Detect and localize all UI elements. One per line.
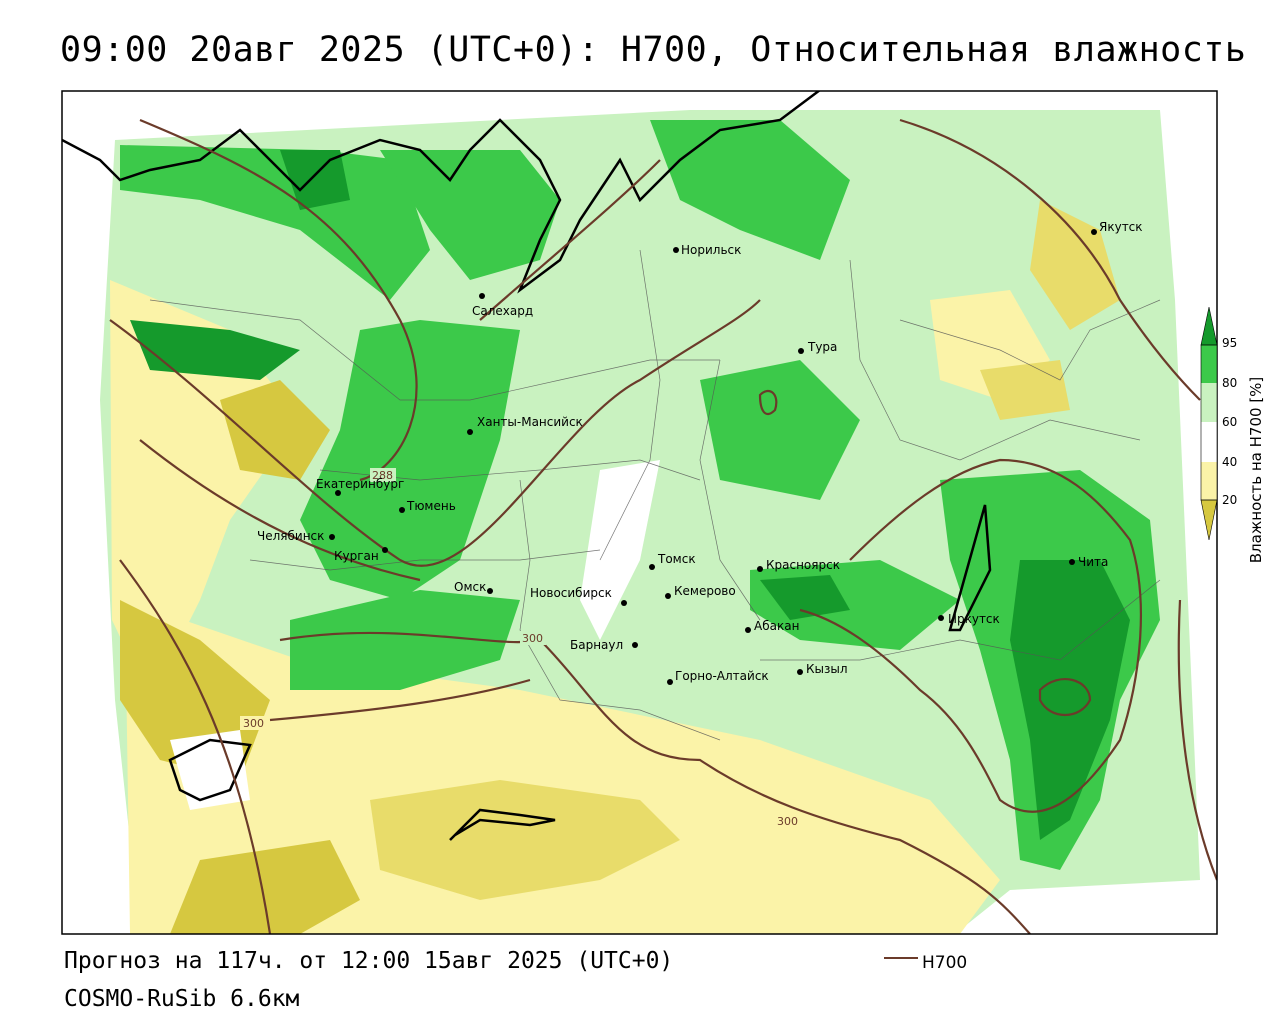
colorbar-title: Влажность на H700 [%] — [1247, 376, 1265, 564]
colorbar-tick-40: 40 — [1222, 455, 1238, 469]
city-barnaul: Барнаул — [570, 638, 638, 652]
svg-text:Иркутск: Иркутск — [948, 612, 1000, 626]
svg-text:Тура: Тура — [807, 340, 837, 354]
city-yekaterinburg: Екатеринбург — [316, 477, 404, 496]
h700-legend-line — [884, 957, 918, 959]
colorbar-tick-60: 60 — [1222, 415, 1238, 429]
very-dry-area-south — [370, 780, 680, 900]
colorbar-tick-20: 20 — [1222, 493, 1238, 507]
svg-text:Омск: Омск — [454, 580, 486, 594]
contour-label: 300 — [777, 815, 798, 828]
wet-area-ural-band — [300, 320, 520, 600]
neutral-area-central — [580, 460, 660, 640]
h700-contours — [109, 118, 1217, 934]
city-krasnoyarsk: Красноярск — [757, 558, 840, 572]
city-markers: Якутск Норильск Салехард Тура Ханты-Манс… — [257, 220, 1143, 685]
svg-text:Тюмень: Тюмень — [406, 499, 456, 513]
city-yakutsk: Якутск — [1091, 220, 1143, 235]
forecast-info: Прогноз на 117ч. от 12:00 15авг 2025 (UT… — [64, 948, 674, 974]
city-salekhard: Салехард — [472, 293, 533, 318]
dry-area-urals — [220, 380, 330, 480]
colorbar-band-wet — [1201, 383, 1217, 422]
wet-area-yamal — [380, 150, 560, 280]
city-khanty-mansiysk: Ханты-Мансийск — [467, 415, 583, 435]
region-borders — [149, 249, 1161, 741]
city-abakan: Абакан — [745, 619, 799, 633]
svg-text:Барнаул: Барнаул — [570, 638, 623, 652]
colorbar-band-dry — [1201, 462, 1217, 500]
contour-label: 300 — [522, 632, 543, 645]
svg-text:Кемерово: Кемерово — [674, 584, 736, 598]
city-tomsk: Томск — [649, 552, 696, 570]
colorbar-cap-bottom — [1201, 500, 1217, 540]
contour-label: 288 — [372, 469, 393, 482]
city-novosibirsk: Новосибирск — [530, 586, 627, 606]
city-tura: Тура — [798, 340, 837, 354]
colorbar — [1200, 306, 1218, 541]
city-tyumen: Тюмень — [399, 499, 456, 513]
city-kemerovo: Кемерово — [665, 584, 736, 599]
svg-text:Салехард: Салехард — [472, 304, 533, 318]
svg-text:Чита: Чита — [1078, 555, 1108, 569]
city-gorno-altaysk: Горно-Алтайск — [667, 669, 769, 685]
svg-text:Красноярск: Красноярск — [766, 558, 840, 572]
city-kurgan: Курган — [334, 547, 388, 563]
city-irkutsk: Иркутск — [938, 612, 1000, 626]
wet-area-north-urals — [120, 145, 430, 300]
colorbar-tick-80: 80 — [1222, 376, 1238, 390]
map-title: 09:00 20авг 2025 (UTC+0): H700, Относите… — [60, 30, 1247, 70]
saturated-area-transbaikal — [1010, 560, 1130, 840]
model-name: COSMO-RuSib 6.6км — [64, 986, 300, 1012]
city-norilsk: Норильск — [673, 243, 741, 257]
city-chita: Чита — [1069, 555, 1108, 569]
svg-text:Челябинск: Челябинск — [257, 529, 324, 543]
city-kyzyl: Кызыл — [797, 662, 848, 676]
wet-area-central — [700, 360, 860, 500]
dry-area-yakutia2 — [980, 360, 1070, 420]
dry-area-yakutia — [1030, 200, 1120, 330]
map-frame — [61, 90, 1218, 935]
h700-legend-label: H700 — [922, 953, 968, 973]
colorbar-band-saturated — [1201, 345, 1217, 383]
svg-text:Новосибирск: Новосибирск — [530, 586, 612, 600]
svg-text:Ханты-Мансийск: Ханты-Мансийск — [477, 415, 583, 429]
dry-area-west — [110, 280, 300, 700]
colorbar-cap-top — [1201, 307, 1217, 345]
svg-text:Курган: Курган — [334, 549, 379, 563]
saturated-area-sayan — [760, 575, 850, 620]
very-dry-area-southwest2 — [170, 840, 360, 934]
wet-area-west-siberia — [290, 590, 520, 690]
svg-text:Екатеринбург: Екатеринбург — [316, 477, 404, 491]
svg-text:Горно-Алтайск: Горно-Алтайск — [675, 669, 769, 683]
saturated-area-north-west — [130, 320, 300, 380]
humidity-map: 288 300 300 300 Якутск Норильск Салехард… — [61, 90, 1218, 935]
svg-text:Кызыл: Кызыл — [806, 662, 848, 676]
contour-labels: 288 300 300 300 — [240, 468, 802, 828]
saturated-area-yamal — [280, 150, 350, 210]
svg-text:Абакан: Абакан — [754, 619, 799, 633]
svg-text:Якутск: Якутск — [1099, 220, 1143, 234]
city-chelyabinsk: Челябинск — [257, 529, 335, 543]
city-omsk: Омск — [454, 580, 493, 594]
colorbar-band-neutral — [1201, 422, 1217, 462]
contour-label: 300 — [243, 717, 264, 730]
colorbar-tick-95: 95 — [1222, 336, 1238, 350]
svg-text:Томск: Томск — [657, 552, 696, 566]
svg-text:Норильск: Норильск — [681, 243, 741, 257]
wet-area-taymyr — [650, 120, 850, 260]
